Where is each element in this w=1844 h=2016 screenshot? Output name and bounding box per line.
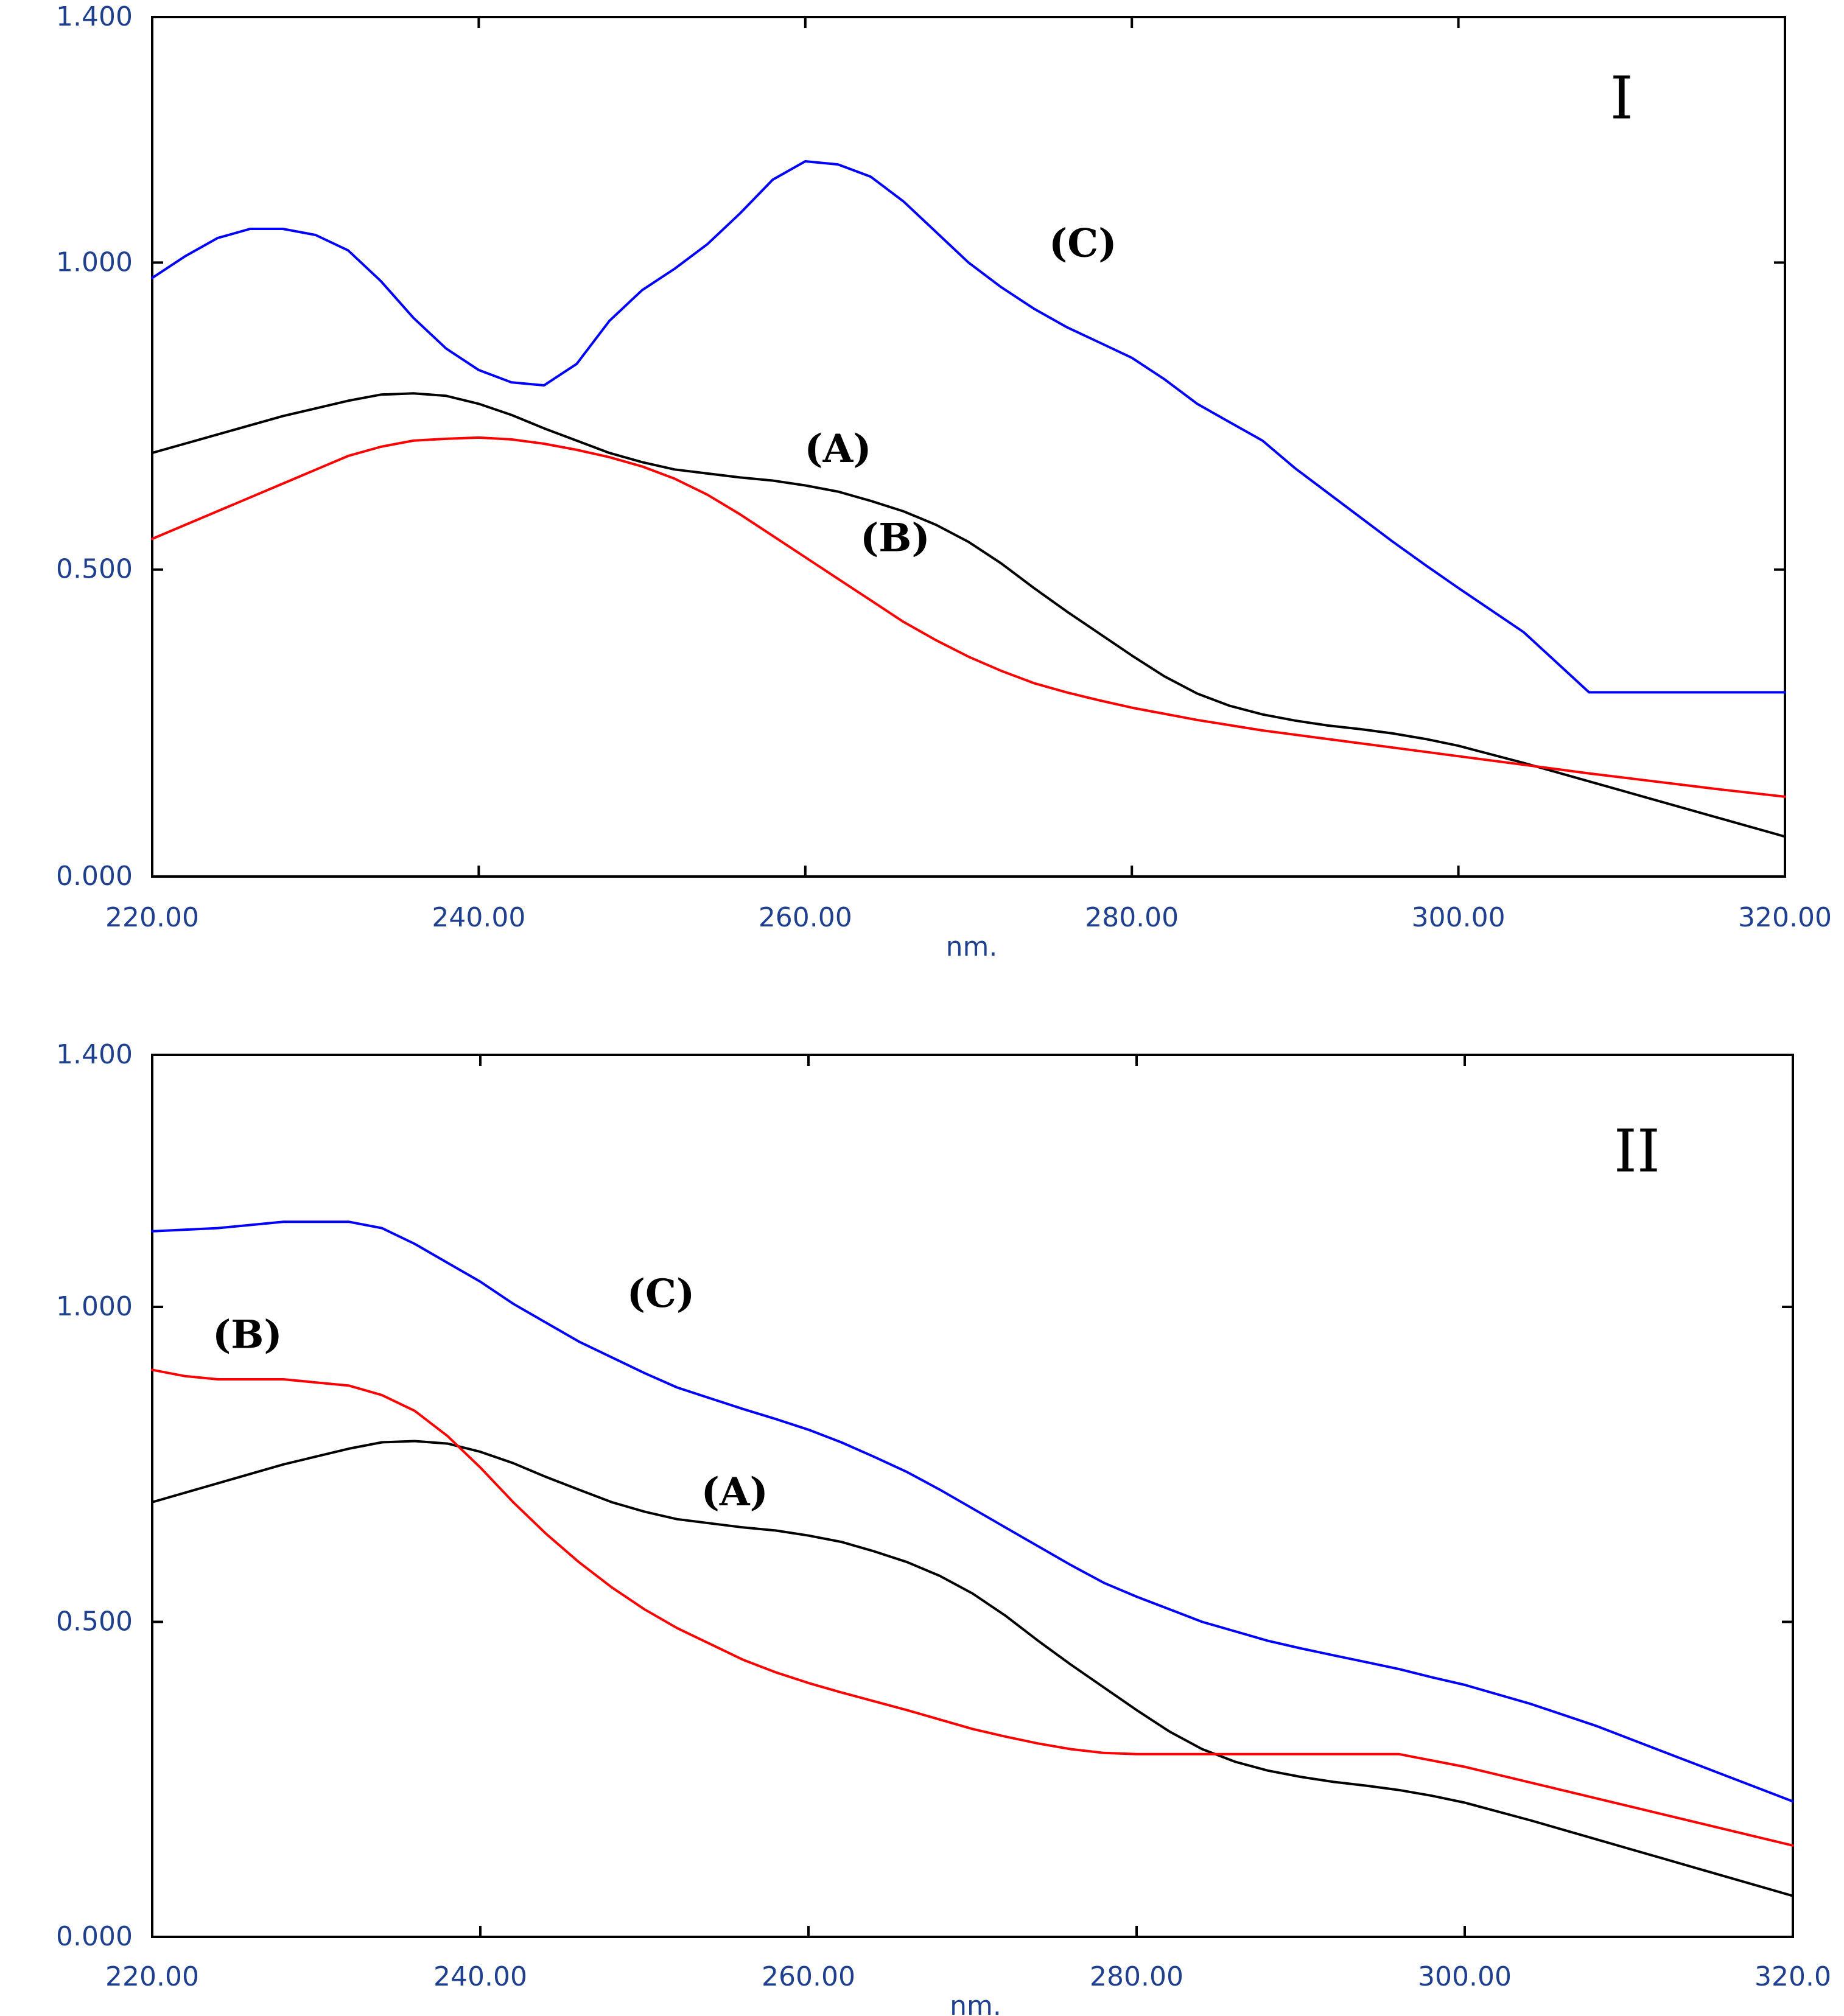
x-tick-label: 280.00 (1085, 902, 1179, 933)
y-tick-label: 1.400 (56, 1039, 133, 1070)
series-line-c (151, 1220, 1794, 1803)
x-tick-label: 300.00 (1412, 902, 1506, 933)
x-tick-label: 260.00 (762, 1961, 855, 1992)
series-annotation: (C) (627, 1271, 695, 1317)
series-line-c (151, 160, 1786, 694)
panel-i: 220.00 240.00 260.00 280.00 300.00 320.00 0.00… (56, 1, 1832, 962)
x-axis-title: nm. (946, 931, 998, 962)
plot-frame (151, 16, 1786, 878)
series-annotation: (A) (701, 1469, 768, 1515)
panel-ii: 220.00 240.00 260.00 280.00 300.00 320.0 0.000… (56, 1039, 1831, 2016)
y-tick-label: 1.400 (56, 1, 133, 32)
x-tick-label: 280.00 (1090, 1961, 1183, 1992)
series-annotation: (A) (804, 426, 871, 472)
series-line-b (151, 436, 1786, 798)
x-axis-title: nm. (950, 1990, 1001, 2016)
y-tick-label: 0.500 (56, 554, 133, 585)
series-annotation: (B) (212, 1312, 282, 1357)
panel-label: II (1614, 1117, 1660, 1185)
y-tick-label: 1.000 (56, 1291, 133, 1322)
series-line-a (151, 392, 1786, 838)
x-tick-label: 240.00 (432, 902, 525, 933)
x-tick-label: 240.00 (433, 1961, 527, 1992)
x-tick-label: 260.00 (759, 902, 852, 933)
y-tick-label: 0.000 (56, 1921, 133, 1952)
x-tick-label: 300.00 (1418, 1961, 1512, 1992)
x-tick-label: 220.00 (105, 1961, 199, 1992)
y-tick-label: 0.000 (56, 861, 133, 892)
series-line-a (151, 1440, 1794, 1897)
series-annotation: (C) (1049, 220, 1117, 266)
plot-frame (151, 1054, 1794, 1938)
x-tick-label: 320.0 (1755, 1961, 1831, 1992)
series-annotation: (B) (860, 515, 930, 561)
x-tick-label: 220.00 (105, 902, 199, 933)
panel-label: I (1610, 64, 1633, 132)
y-tick-label: 1.000 (56, 247, 133, 278)
series-line-b (151, 1368, 1794, 1847)
y-tick-label: 0.500 (56, 1606, 133, 1637)
x-tick-label: 320.00 (1738, 902, 1832, 933)
